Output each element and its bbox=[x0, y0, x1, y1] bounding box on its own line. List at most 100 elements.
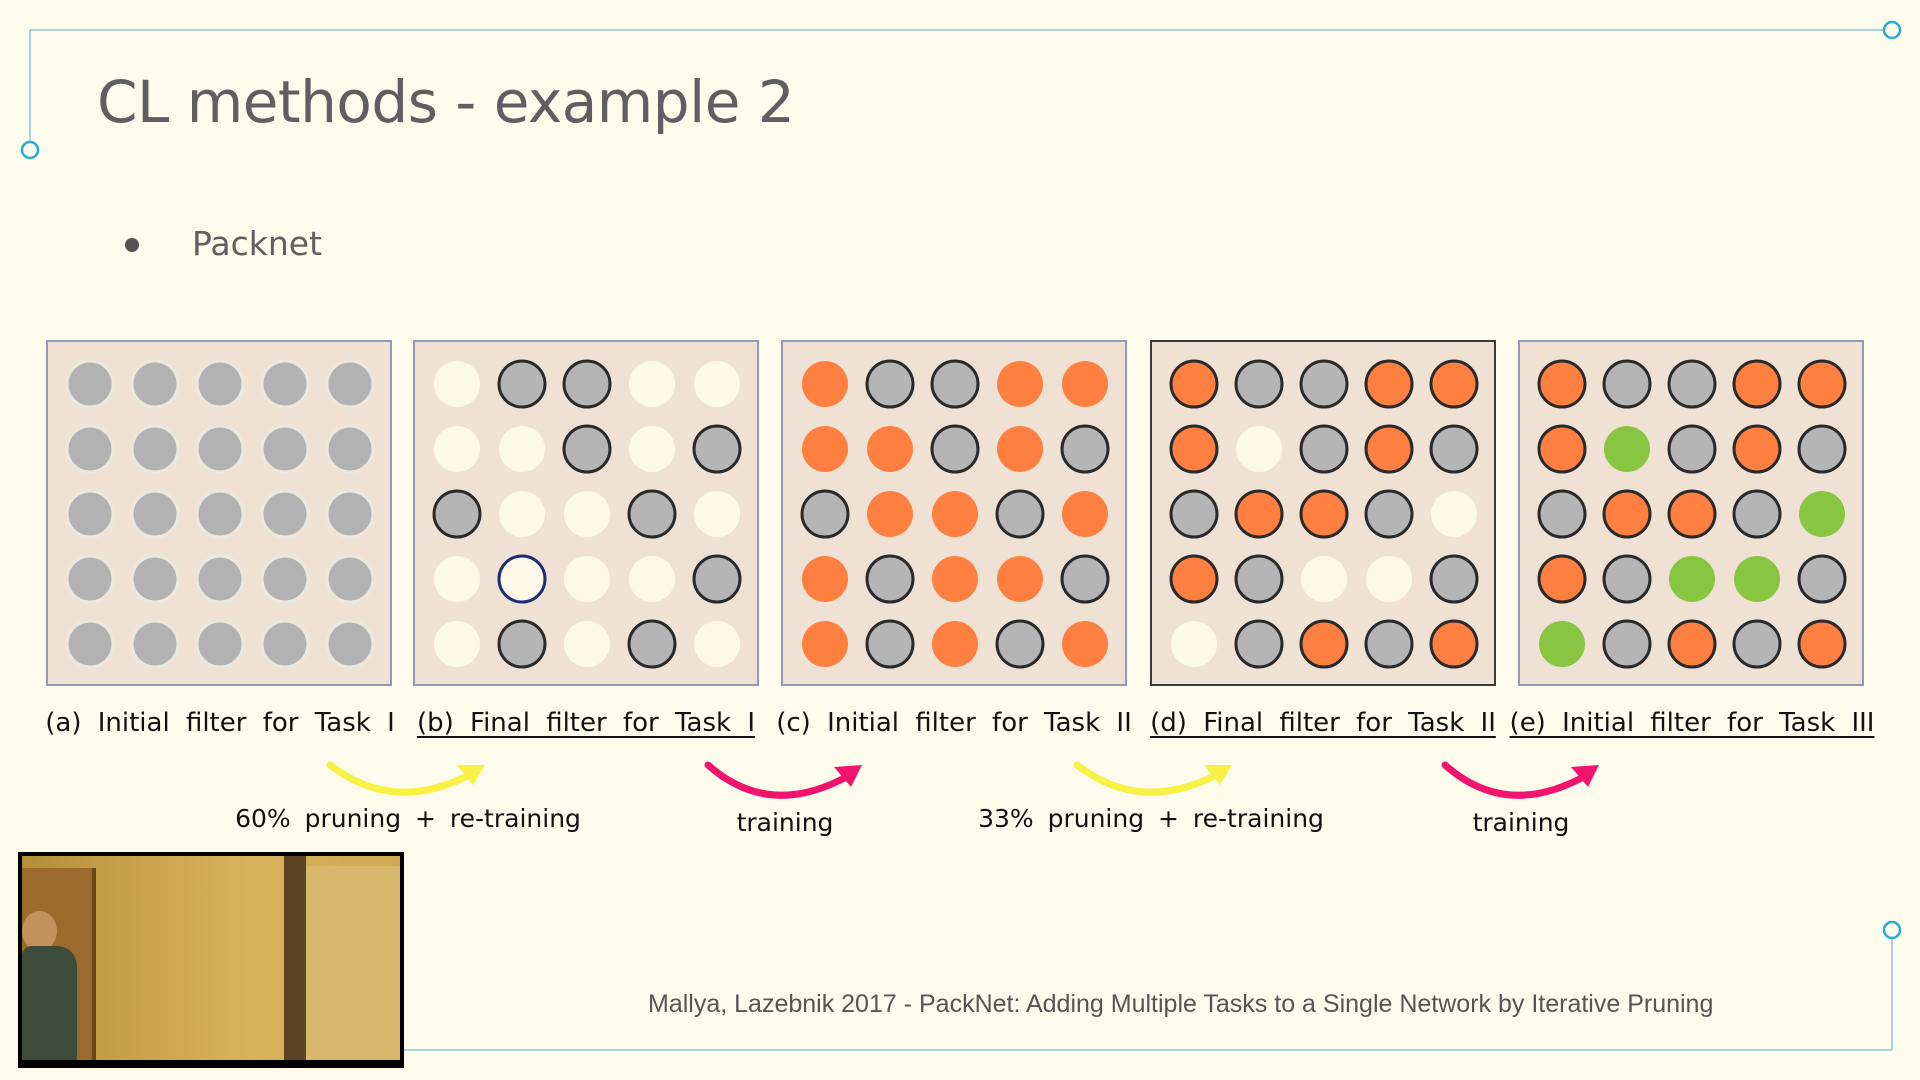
weight-pruned bbox=[694, 491, 740, 537]
weight-pruned bbox=[499, 491, 545, 537]
weight-initial bbox=[325, 359, 375, 409]
arrow-pruning-2 bbox=[1073, 761, 1232, 796]
weight-task2 bbox=[1732, 359, 1782, 409]
weight-task2 bbox=[1537, 424, 1587, 474]
weight-initial bbox=[130, 424, 180, 474]
weight-pruned bbox=[694, 361, 740, 407]
weight-initial bbox=[130, 554, 180, 604]
weight-pruned bbox=[564, 621, 610, 667]
weight-task2 bbox=[802, 621, 848, 667]
transition-label-3: 33% pruning + re-training bbox=[978, 804, 1324, 833]
weight-initial bbox=[130, 359, 180, 409]
weight-task2 bbox=[802, 556, 848, 602]
weight-task3 bbox=[1669, 556, 1715, 602]
weight-task1 bbox=[1234, 359, 1284, 409]
panel-b bbox=[413, 340, 759, 686]
panel-d-grid bbox=[1169, 359, 1479, 669]
frame-node-top-right bbox=[1882, 20, 1902, 40]
weight-task1 bbox=[692, 554, 742, 604]
weight-task2 bbox=[1732, 424, 1782, 474]
panel-c bbox=[781, 340, 1127, 686]
weight-initial bbox=[130, 619, 180, 669]
weight-task1 bbox=[1537, 489, 1587, 539]
arrow-pruning-1 bbox=[326, 761, 485, 796]
weight-task2 bbox=[1602, 489, 1652, 539]
frame-node-bottom-right bbox=[1882, 920, 1902, 940]
weight-highlighted bbox=[497, 554, 547, 604]
weight-pruned bbox=[1366, 556, 1412, 602]
video-door-jamb bbox=[284, 856, 306, 1060]
weight-task2 bbox=[932, 621, 978, 667]
weight-task2 bbox=[1797, 619, 1847, 669]
weight-task2 bbox=[932, 556, 978, 602]
weight-task1 bbox=[1429, 554, 1479, 604]
weight-initial bbox=[325, 619, 375, 669]
weight-task1 bbox=[692, 424, 742, 474]
weight-task1 bbox=[800, 489, 850, 539]
weight-task2 bbox=[1169, 424, 1219, 474]
weight-initial bbox=[260, 619, 310, 669]
bullet-packnet: Packnet bbox=[192, 224, 323, 263]
weight-task1 bbox=[995, 489, 1045, 539]
weight-task2 bbox=[1797, 359, 1847, 409]
weight-task1 bbox=[1667, 424, 1717, 474]
weight-task1 bbox=[1602, 554, 1652, 604]
frame-node-left bbox=[20, 140, 40, 160]
weight-initial bbox=[65, 619, 115, 669]
panel-d bbox=[1150, 340, 1496, 686]
weight-task2 bbox=[1429, 619, 1479, 669]
weight-task2 bbox=[1062, 361, 1108, 407]
weight-pruned bbox=[434, 556, 480, 602]
slide-title: CL methods - example 2 bbox=[97, 68, 795, 136]
weight-pruned bbox=[1301, 556, 1347, 602]
weight-task1 bbox=[1364, 489, 1414, 539]
weight-task2 bbox=[867, 491, 913, 537]
weight-task1 bbox=[432, 489, 482, 539]
weight-initial bbox=[130, 489, 180, 539]
weight-task2 bbox=[1169, 554, 1219, 604]
weight-task1 bbox=[497, 619, 547, 669]
weight-task2 bbox=[1429, 359, 1479, 409]
weight-pruned bbox=[694, 621, 740, 667]
weight-task1 bbox=[930, 424, 980, 474]
weight-task3 bbox=[1604, 426, 1650, 472]
weight-task1 bbox=[930, 359, 980, 409]
caption-d: (d) Final filter for Task II bbox=[1150, 708, 1496, 738]
weight-task2 bbox=[1062, 621, 1108, 667]
weight-pruned bbox=[629, 556, 675, 602]
arrow-training-2 bbox=[1441, 761, 1599, 799]
weight-task1 bbox=[1364, 619, 1414, 669]
weight-task1 bbox=[1060, 424, 1110, 474]
transition-label-1: 60% pruning + re-training bbox=[235, 804, 581, 833]
presenter-video-frame bbox=[22, 856, 400, 1060]
panel-e-grid bbox=[1537, 359, 1847, 669]
transition-label-4: training bbox=[1472, 808, 1570, 837]
weight-task1 bbox=[1732, 489, 1782, 539]
panel-e bbox=[1518, 340, 1864, 686]
weight-initial bbox=[65, 359, 115, 409]
weight-task1 bbox=[1797, 424, 1847, 474]
weight-task2 bbox=[802, 361, 848, 407]
video-person bbox=[22, 946, 77, 1060]
weight-initial bbox=[325, 424, 375, 474]
weight-task2 bbox=[997, 426, 1043, 472]
weight-task2 bbox=[1299, 489, 1349, 539]
weight-pruned bbox=[629, 426, 675, 472]
weight-initial bbox=[195, 554, 245, 604]
weight-task2 bbox=[1537, 359, 1587, 409]
weight-task2 bbox=[1299, 619, 1349, 669]
video-person-head bbox=[22, 911, 57, 951]
panel-a-grid bbox=[65, 359, 375, 669]
weight-task1 bbox=[1299, 359, 1349, 409]
weight-initial bbox=[325, 489, 375, 539]
presenter-video[interactable] bbox=[18, 852, 404, 1068]
weight-task1 bbox=[1732, 619, 1782, 669]
weight-task2 bbox=[997, 556, 1043, 602]
weight-task1 bbox=[1234, 619, 1284, 669]
weight-pruned bbox=[629, 361, 675, 407]
caption-c: (c) Initial filter for Task II bbox=[776, 708, 1132, 738]
weight-pruned bbox=[434, 361, 480, 407]
weight-task1 bbox=[497, 359, 547, 409]
weight-initial bbox=[260, 489, 310, 539]
